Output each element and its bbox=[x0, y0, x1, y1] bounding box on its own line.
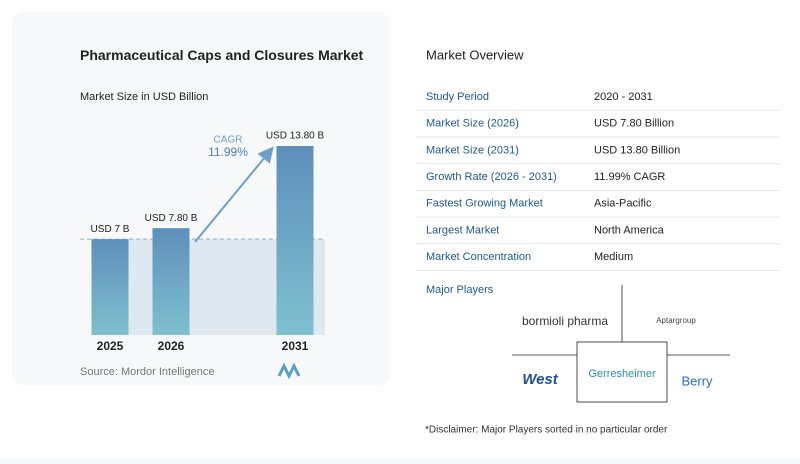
players-title: Major Players bbox=[426, 284, 494, 296]
x-tick-label: 2025 bbox=[97, 339, 124, 353]
row-label: Market Size (2031) bbox=[426, 144, 519, 156]
chart-title: Pharmaceutical Caps and Closures Market bbox=[80, 47, 364, 63]
logo-grid bbox=[512, 285, 730, 403]
disclaimer: *Disclaimer: Major Players sorted in no … bbox=[425, 425, 668, 436]
row-label: Study Period bbox=[426, 91, 489, 103]
bar bbox=[276, 146, 314, 335]
source: Source: Mordor Intelligence bbox=[80, 366, 215, 378]
cagr-label: CAGR bbox=[214, 135, 243, 146]
row-value: USD 13.80 Billion bbox=[594, 144, 680, 156]
chart-area: USD 7 B 2025 USD 7.80 B 2026 USD 13.80 B 2031 bbox=[80, 131, 325, 353]
row-value: 11.99% CAGR bbox=[594, 171, 665, 183]
bar bbox=[152, 228, 190, 335]
row-value: USD 7.80 Billion bbox=[594, 118, 674, 130]
logo-west: West bbox=[522, 371, 559, 388]
x-tick-label: 2026 bbox=[158, 339, 185, 353]
logo-berry: Berry bbox=[681, 373, 713, 388]
row-label: Growth Rate (2026 - 2031) bbox=[426, 171, 557, 183]
chart-subtitle: Market Size in USD Billion bbox=[80, 91, 208, 103]
row-label: Fastest Growing Market bbox=[426, 198, 543, 210]
value-label: USD 13.80 B bbox=[266, 131, 325, 142]
row-label: Market Concentration bbox=[426, 251, 531, 263]
value-label: USD 7 B bbox=[91, 224, 130, 235]
overview-table: Study Period 2020 - 2031 Market Size (2026… bbox=[416, 91, 780, 271]
row-label: Largest Market bbox=[426, 224, 499, 236]
row-value: 2020 - 2031 bbox=[594, 91, 653, 103]
logo-gerresheimer: Gerresheimer bbox=[588, 368, 656, 380]
logo-aptar: Aptargroup bbox=[656, 316, 696, 325]
value-label: USD 7.80 B bbox=[145, 213, 198, 224]
brand-icon bbox=[277, 362, 301, 380]
cagr-value: 11.99% bbox=[208, 145, 248, 159]
overview-title: Market Overview bbox=[426, 47, 524, 62]
x-tick-label: 2031 bbox=[282, 339, 309, 353]
row-value: Medium bbox=[594, 251, 633, 263]
bar bbox=[91, 239, 129, 335]
logo-bormioli: bormioli pharma bbox=[522, 314, 608, 328]
row-value: Asia-Pacific bbox=[594, 198, 652, 210]
cagr-arrow bbox=[194, 146, 274, 243]
row-label: Market Size (2026) bbox=[426, 118, 519, 130]
row-value: North America bbox=[594, 224, 665, 236]
